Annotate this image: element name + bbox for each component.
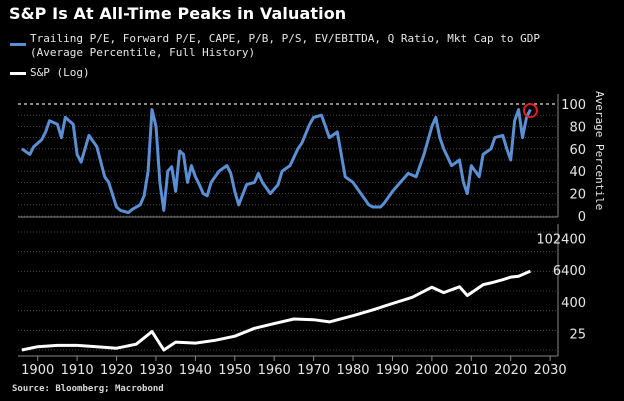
legend: Trailing P/E, Forward P/E, CAPE, P/B, P/… [10,32,540,86]
legend-label-sp: S&P (Log) [30,66,90,79]
axes [18,94,559,361]
x-tick-label: 1990 [376,363,409,378]
top-y-tick-label: 20 [569,188,586,203]
legend-swatch-blue [10,43,26,46]
x-tick-label: 1950 [218,363,251,378]
valuation-percentile-line [21,108,532,215]
legend-swatch-white [10,72,26,75]
x-tick-label: 1960 [258,363,291,378]
top-y-tick-label: 0 [578,210,586,225]
x-tick-label: 1920 [100,363,133,378]
x-tick-label: 2000 [415,363,448,378]
bottom-panel-grid [18,231,558,351]
legend-label-valuation-line2: (Average Percentile, Full History) [30,46,256,59]
top-y-tick-label: 40 [569,165,586,180]
top-y-tick-label: 60 [569,143,586,158]
bottom-y-tick-label: 25 [569,328,586,343]
tick-labels: 0 20 40 60 80 100 25 400 6400 102400 1900 1910 1920 1… [21,98,586,378]
x-tick-label: 1940 [179,363,212,378]
bottom-y-tick-label: 6400 [553,264,586,279]
peak-annotation-circle [522,103,538,119]
chart-title: S&P Is At All-Time Peaks in Valuation [9,4,347,23]
bottom-y-tick-label: 102400 [536,232,586,247]
top-y-tick-label: 80 [569,120,586,135]
x-tick-label: 2030 [534,363,567,378]
x-tick-label: 1900 [21,363,54,378]
legend-label-valuation-line1: Trailing P/E, Forward P/E, CAPE, P/B, P/… [30,32,540,45]
series-group [21,103,538,352]
x-tick-label: 2010 [455,363,488,378]
top-y-tick-label: 100 [561,98,586,113]
source-note: Source: Bloomberg; Macrobond [12,384,164,394]
legend-item-sp: S&P (Log) [10,66,540,80]
x-tick-label: 2020 [494,363,527,378]
x-tick-label: 1910 [61,363,94,378]
bottom-y-tick-label: 400 [561,296,586,311]
x-tick-label: 1980 [336,363,369,378]
legend-item-valuation: Trailing P/E, Forward P/E, CAPE, P/B, P/… [10,32,540,60]
sp-log-line [21,269,531,352]
x-tick-label: 1930 [139,363,172,378]
top-y-axis-title: Average Percentile [593,91,606,210]
x-tick-label: 1970 [297,363,330,378]
